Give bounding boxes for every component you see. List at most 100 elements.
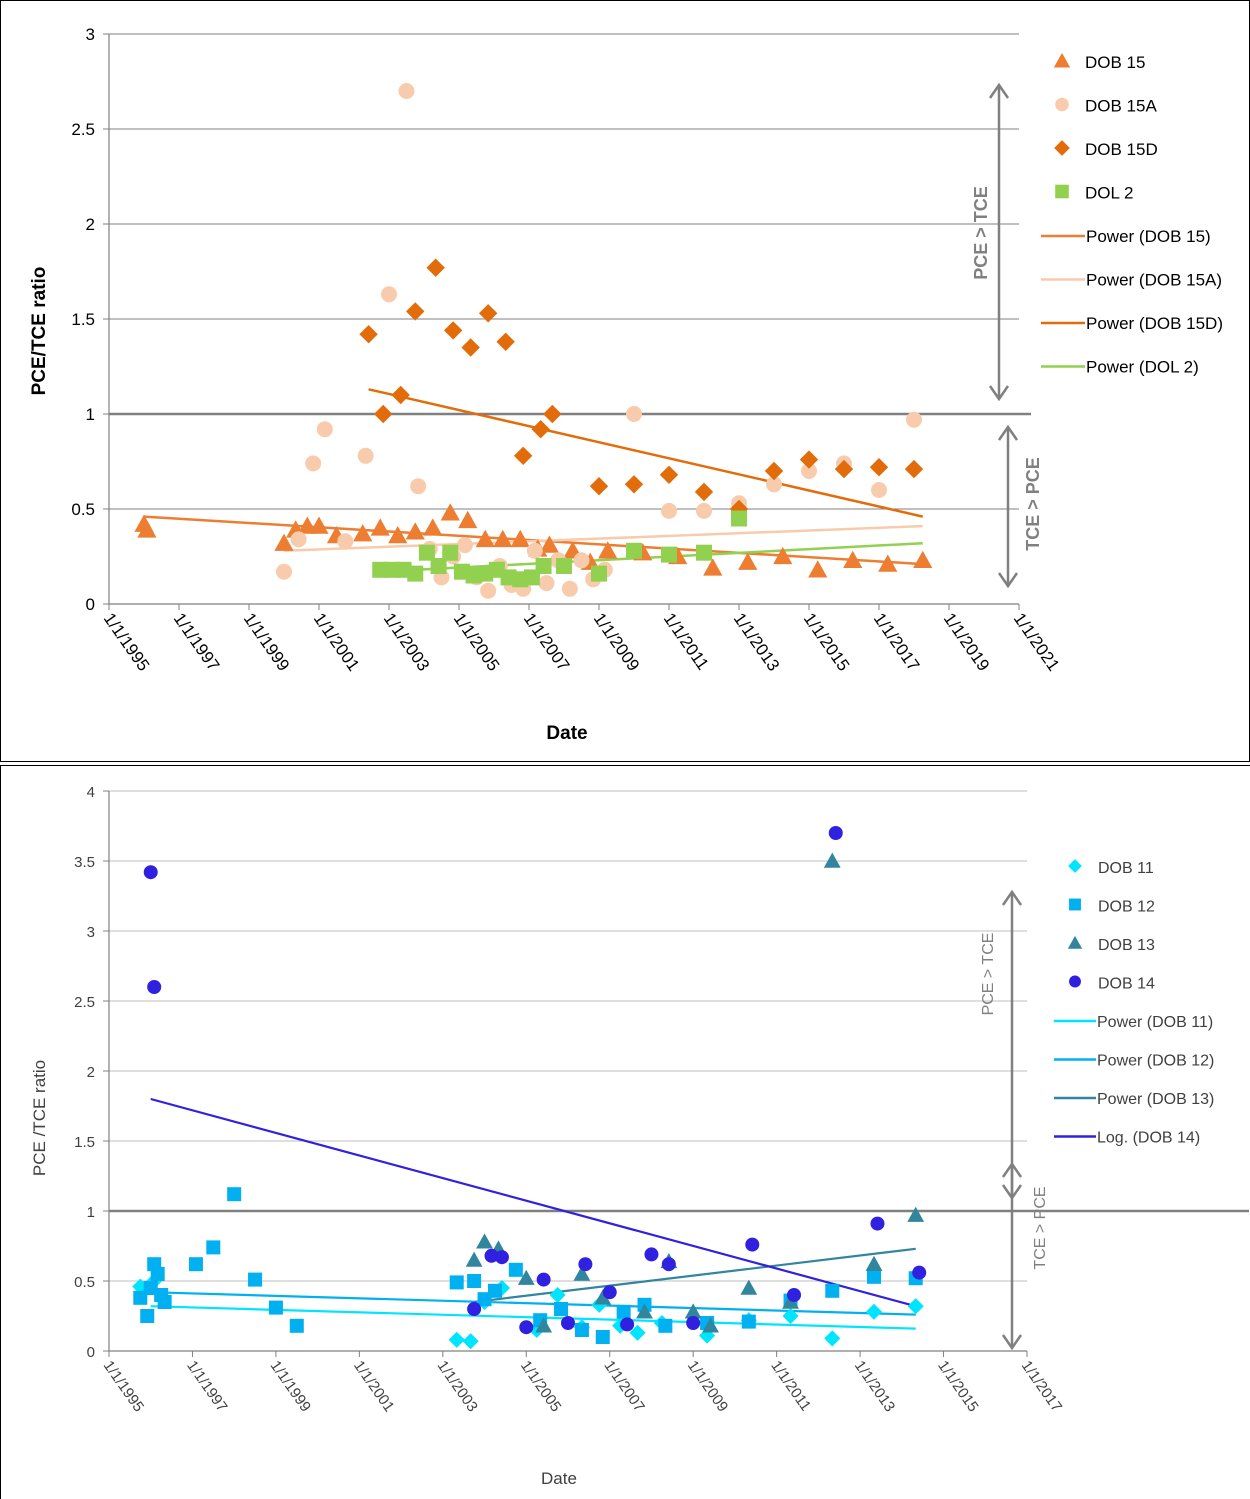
data-point xyxy=(801,463,817,479)
x-tick-label: 1/1/1999 xyxy=(240,609,294,674)
data-point xyxy=(206,1240,221,1255)
data-point xyxy=(549,1286,566,1304)
x-tick-label: 1/1/2015 xyxy=(934,1358,981,1416)
data-point xyxy=(443,321,463,340)
annotation-lower-2: TCE > PCE xyxy=(1032,1186,1049,1269)
data-point xyxy=(410,478,427,495)
trendline xyxy=(380,541,923,573)
x-tick-label: 1/1/2001 xyxy=(350,1358,397,1416)
legend-label: DOL 2 xyxy=(1085,184,1134,203)
data-point xyxy=(442,544,459,561)
y-tick-label: 4 xyxy=(87,784,95,801)
data-point xyxy=(658,1318,673,1333)
data-point xyxy=(475,529,495,548)
data-point xyxy=(305,455,322,472)
data-point xyxy=(913,550,933,568)
data-point xyxy=(248,1272,263,1287)
data-point xyxy=(731,510,747,527)
data-point xyxy=(276,563,292,580)
x-tick-label: 1/1/2013 xyxy=(851,1358,898,1416)
x-tick-label: 1/1/2017 xyxy=(1018,1358,1065,1416)
data-point xyxy=(626,406,642,422)
arrow-tce-greater-head-top xyxy=(1001,1161,1023,1178)
data-point xyxy=(150,1267,165,1281)
data-point xyxy=(268,1300,283,1315)
data-point xyxy=(686,1316,701,1330)
legend-marker xyxy=(1055,184,1069,199)
data-point xyxy=(867,1269,881,1284)
legend-1: DOB 15 DOB 15A DOB 15D DOL 2 Power (DOB 15) P… xyxy=(1041,52,1223,377)
data-point xyxy=(526,542,543,559)
legend-label: DOB 14 xyxy=(1098,976,1155,993)
data-point xyxy=(764,461,784,481)
x-tick-label: 1/1/2003 xyxy=(434,1358,481,1416)
data-point xyxy=(696,544,712,561)
chart-1: 0 0.5 1 1.5 2 2.5 3 1/1/1995 1/1/1997 1/1/1999 1/1… xyxy=(29,25,1223,744)
data-point xyxy=(449,1275,464,1290)
legend-label: DOB 12 xyxy=(1098,899,1155,916)
data-point xyxy=(458,510,478,529)
x-tick-label: 1/1/2007 xyxy=(600,1358,647,1416)
data-point xyxy=(661,546,677,563)
data-point xyxy=(904,459,924,479)
x-tick-label: 1/1/2003 xyxy=(380,609,434,674)
x-tick-label: 1/1/1997 xyxy=(170,609,224,674)
x-tick-label: 1/1/2007 xyxy=(520,609,574,674)
data-point xyxy=(828,826,843,840)
data-point xyxy=(626,542,642,559)
arrow-tce-greater-head-bottom xyxy=(997,572,1019,589)
data-point xyxy=(636,1303,653,1319)
chart-panel-1: 0 0.5 1 1.5 2 2.5 3 1/1/1995 1/1/1997 1/1/1999 1/1… xyxy=(0,0,1250,762)
data-point xyxy=(644,1247,659,1262)
x-tick-label: 1/1/2005 xyxy=(450,609,504,674)
arrow-tce-greater-head-top xyxy=(997,424,1019,441)
data-point xyxy=(373,404,393,424)
data-point xyxy=(661,1257,676,1272)
y-axis-title-2: PCE /TCE ratio xyxy=(30,1060,49,1176)
legend-label: DOB 11 xyxy=(1098,860,1154,877)
data-point xyxy=(878,554,898,572)
data-point xyxy=(143,865,158,880)
legend-label: Power (DOB 15) xyxy=(1086,227,1211,246)
arrow-pce-greater-head-top xyxy=(988,82,1010,99)
data-point xyxy=(487,1283,502,1298)
data-point xyxy=(561,580,578,597)
data-point xyxy=(290,531,307,548)
data-point xyxy=(476,1233,493,1249)
data-point xyxy=(538,575,555,592)
y-tick-label: 1 xyxy=(86,405,95,424)
data-point xyxy=(824,1330,841,1347)
x-tick-label: 1/1/2009 xyxy=(684,1358,731,1416)
chart-2: 0 0.5 1 1.5 2 2.5 3 3.5 4 1/1/1995 1/1/1997 1/1/199… xyxy=(30,784,1249,1488)
data-point xyxy=(659,465,679,484)
data-point xyxy=(493,529,513,548)
data-point xyxy=(536,1272,551,1287)
legend-label: DOB 15D xyxy=(1085,140,1158,159)
y-tick-label: 0.5 xyxy=(71,500,95,519)
legend-label: Power (DOB 15D) xyxy=(1086,314,1223,333)
data-point xyxy=(799,450,819,469)
legend-marker xyxy=(1068,859,1082,873)
data-point xyxy=(869,458,889,477)
data-point xyxy=(480,582,497,599)
legend-label: Log. (DOB 14) xyxy=(1097,1130,1200,1147)
data-point xyxy=(740,1279,758,1295)
x-tick-label: 1/1/2021 xyxy=(1010,609,1064,674)
x-tick-label: 1/1/1995 xyxy=(100,1358,147,1416)
data-point xyxy=(398,83,415,99)
data-point xyxy=(787,1288,802,1302)
data-point xyxy=(405,522,425,540)
data-point xyxy=(484,1248,499,1263)
annotation-upper-2: PCE > TCE xyxy=(980,933,997,1016)
data-point xyxy=(602,1285,617,1300)
y-tick-label: 1.5 xyxy=(74,1134,95,1151)
data-point xyxy=(595,1330,610,1344)
data-point xyxy=(696,502,712,519)
data-point xyxy=(738,552,758,570)
data-point xyxy=(620,1317,635,1332)
data-point xyxy=(157,1295,172,1309)
data-point xyxy=(554,1302,569,1316)
data-point xyxy=(907,1298,924,1315)
legend-2: DOB 11 DOB 12 DOB 13 DOB 14 Power (DOB 11) Po… xyxy=(1054,859,1214,1147)
data-point xyxy=(370,518,390,536)
